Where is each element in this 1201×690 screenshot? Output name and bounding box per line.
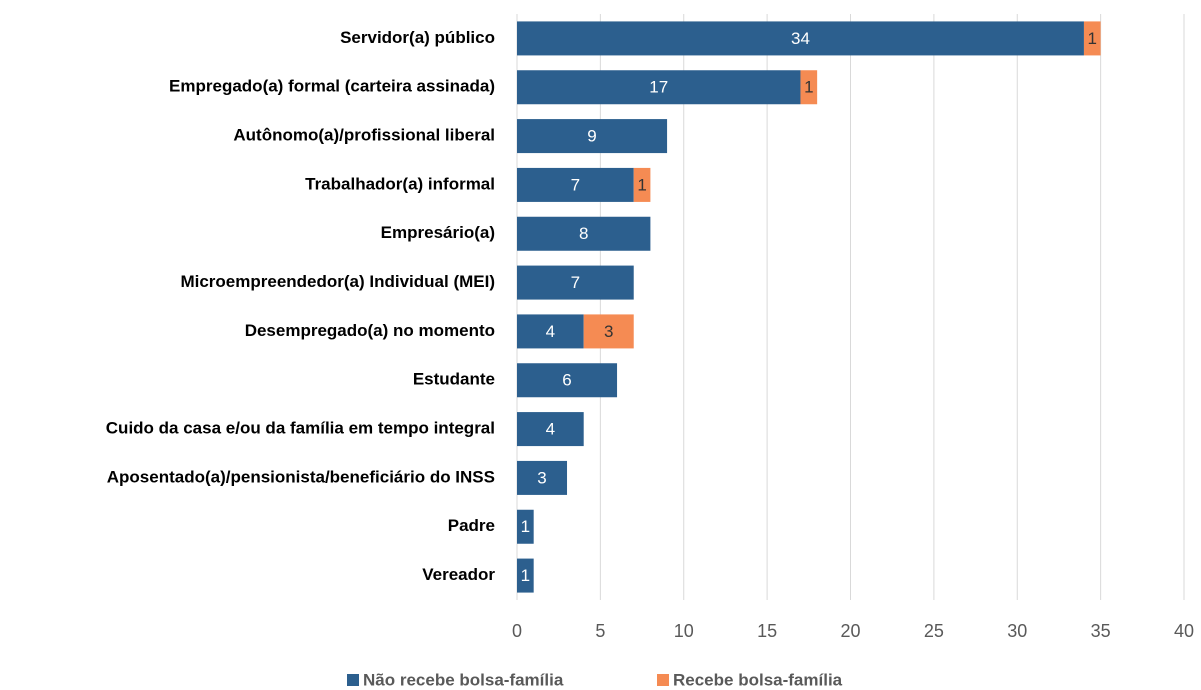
- bar-segment: [517, 509, 534, 544]
- x-tick-label: 20: [840, 621, 860, 641]
- data-label: 1: [521, 517, 530, 536]
- data-label: 17: [649, 78, 668, 97]
- data-label: 1: [1088, 29, 1097, 48]
- bar-segment: [517, 363, 618, 398]
- data-label: 9: [587, 127, 596, 146]
- category-label: Cuido da casa e/ou da família em tempo i…: [106, 419, 495, 438]
- bar-segment: [633, 167, 651, 202]
- category-label: Vereador: [422, 565, 495, 584]
- legend-label: Não recebe bolsa-família: [363, 670, 564, 689]
- bar-segment: [517, 265, 634, 300]
- x-tick-label: 30: [1007, 621, 1027, 641]
- legend-label: Recebe bolsa-família: [673, 670, 843, 689]
- bar-segment: [800, 70, 818, 105]
- bar-segment: [517, 412, 584, 447]
- category-label: Servidor(a) público: [340, 28, 495, 47]
- category-label: Empresário(a): [381, 223, 495, 242]
- category-label: Estudante: [413, 370, 495, 389]
- category-label: Empregado(a) formal (carteira assinada): [169, 77, 495, 96]
- legend-swatch: [657, 674, 669, 686]
- category-label: Aposentado(a)/pensionista/beneficiário d…: [107, 467, 495, 486]
- category-label: Microempreendedor(a) Individual (MEI): [180, 272, 495, 291]
- bar-segment: [517, 21, 1084, 56]
- bar-segment: [517, 558, 534, 593]
- bar-segment: [517, 216, 651, 251]
- bar-segment: [517, 70, 801, 105]
- category-label: Autônomo(a)/profissional liberal: [233, 126, 495, 145]
- legend-swatch: [347, 674, 359, 686]
- data-label: 1: [521, 566, 530, 585]
- x-tick-label: 5: [595, 621, 605, 641]
- bar-segment: [517, 119, 668, 154]
- data-label: 34: [791, 29, 810, 48]
- x-tick-label: 10: [674, 621, 694, 641]
- data-label: 6: [562, 371, 571, 390]
- data-label: 8: [579, 224, 588, 243]
- data-label: 3: [537, 468, 546, 487]
- data-label: 4: [546, 322, 555, 341]
- category-label: Padre: [448, 516, 495, 535]
- data-label: 1: [637, 175, 646, 194]
- category-label: Desempregado(a) no momento: [245, 321, 495, 340]
- data-label: 7: [571, 175, 580, 194]
- x-tick-label: 0: [512, 621, 522, 641]
- data-label: 1: [804, 78, 813, 97]
- data-label: 3: [604, 322, 613, 341]
- bar-segment: [517, 314, 584, 349]
- bar-segment: [1083, 21, 1101, 56]
- x-tick-label: 15: [757, 621, 777, 641]
- x-tick-label: 35: [1091, 621, 1111, 641]
- category-label: Trabalhador(a) informal: [305, 174, 495, 193]
- data-label: 4: [546, 420, 555, 439]
- data-label: 7: [571, 273, 580, 292]
- bar-segment: [583, 314, 634, 349]
- x-tick-label: 25: [924, 621, 944, 641]
- bar-segment: [517, 460, 568, 495]
- bar-segment: [517, 167, 634, 202]
- x-tick-label: 40: [1174, 621, 1194, 641]
